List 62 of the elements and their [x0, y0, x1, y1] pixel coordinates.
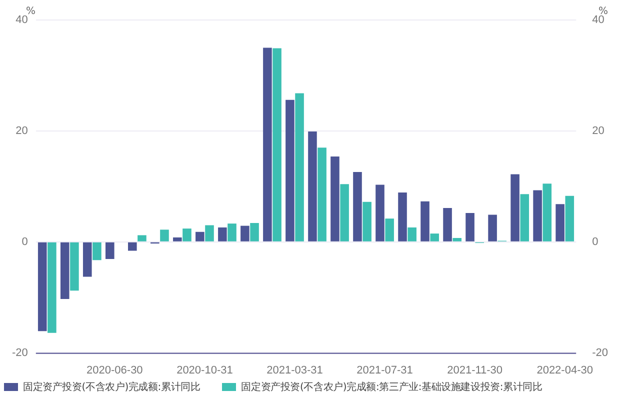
y2-tick-label: 20 [592, 124, 604, 137]
bar [128, 242, 137, 251]
bar [408, 227, 416, 242]
bar [443, 208, 452, 242]
bar [533, 190, 542, 242]
x-tick-label: 2022-04-30 [536, 364, 593, 376]
bar [60, 242, 70, 299]
bar [228, 224, 236, 242]
bar [376, 184, 384, 242]
bar [295, 93, 304, 242]
bar [318, 148, 326, 242]
bar [38, 242, 47, 332]
legend-label: 固定资产投资(不含农户)完成额:累计同比 [22, 380, 200, 394]
bar [385, 218, 394, 242]
x-tick-label: 2021-07-31 [356, 364, 413, 376]
y2-axis-title: % [598, 6, 608, 17]
y-tick-label: 20 [16, 124, 28, 137]
bar [70, 242, 79, 291]
y2-tick-label: 0 [592, 236, 598, 248]
y2-tick-label: -20 [592, 346, 608, 359]
bar [340, 184, 349, 242]
x-tick-label: 2021-11-30 [447, 364, 503, 376]
bar [556, 204, 564, 242]
y-axis-title: % [26, 6, 36, 17]
y-tick-label: 0 [22, 236, 28, 248]
bar [466, 213, 474, 242]
bar [452, 238, 462, 242]
bar [82, 242, 92, 277]
bar [362, 202, 372, 242]
bar [263, 48, 272, 242]
bar [48, 242, 56, 333]
bar [160, 230, 169, 242]
y-tick-label: -20 [12, 346, 28, 359]
bar [182, 228, 192, 242]
bar [205, 225, 214, 242]
x-tick-label: 2020-06-30 [86, 364, 143, 376]
bar [565, 196, 574, 242]
bar [520, 194, 530, 242]
bar [542, 184, 552, 242]
bar [353, 172, 362, 242]
y2-tick-label: 40 [592, 14, 604, 26]
bar [92, 242, 102, 260]
bar [420, 201, 430, 242]
bar [330, 156, 340, 242]
x-tick-label: 2020-10-31 [176, 364, 233, 376]
bar [286, 100, 294, 242]
bar [240, 226, 250, 242]
bar [308, 131, 317, 242]
bar [250, 223, 259, 242]
bar [138, 235, 146, 242]
bar [105, 242, 114, 260]
bar [272, 48, 282, 242]
bar [173, 237, 182, 242]
bar [488, 214, 497, 242]
y-tick-label: 40 [16, 14, 28, 26]
legend-label: 固定资产投资(不含农户)完成额:第三产业:基础设施建设投资:累计同比 [240, 380, 542, 394]
bar [218, 227, 227, 242]
bar [398, 192, 407, 242]
bar [510, 174, 520, 242]
x-tick-label: 2021-03-31 [266, 364, 323, 376]
bar [430, 234, 439, 242]
bar [196, 232, 204, 242]
